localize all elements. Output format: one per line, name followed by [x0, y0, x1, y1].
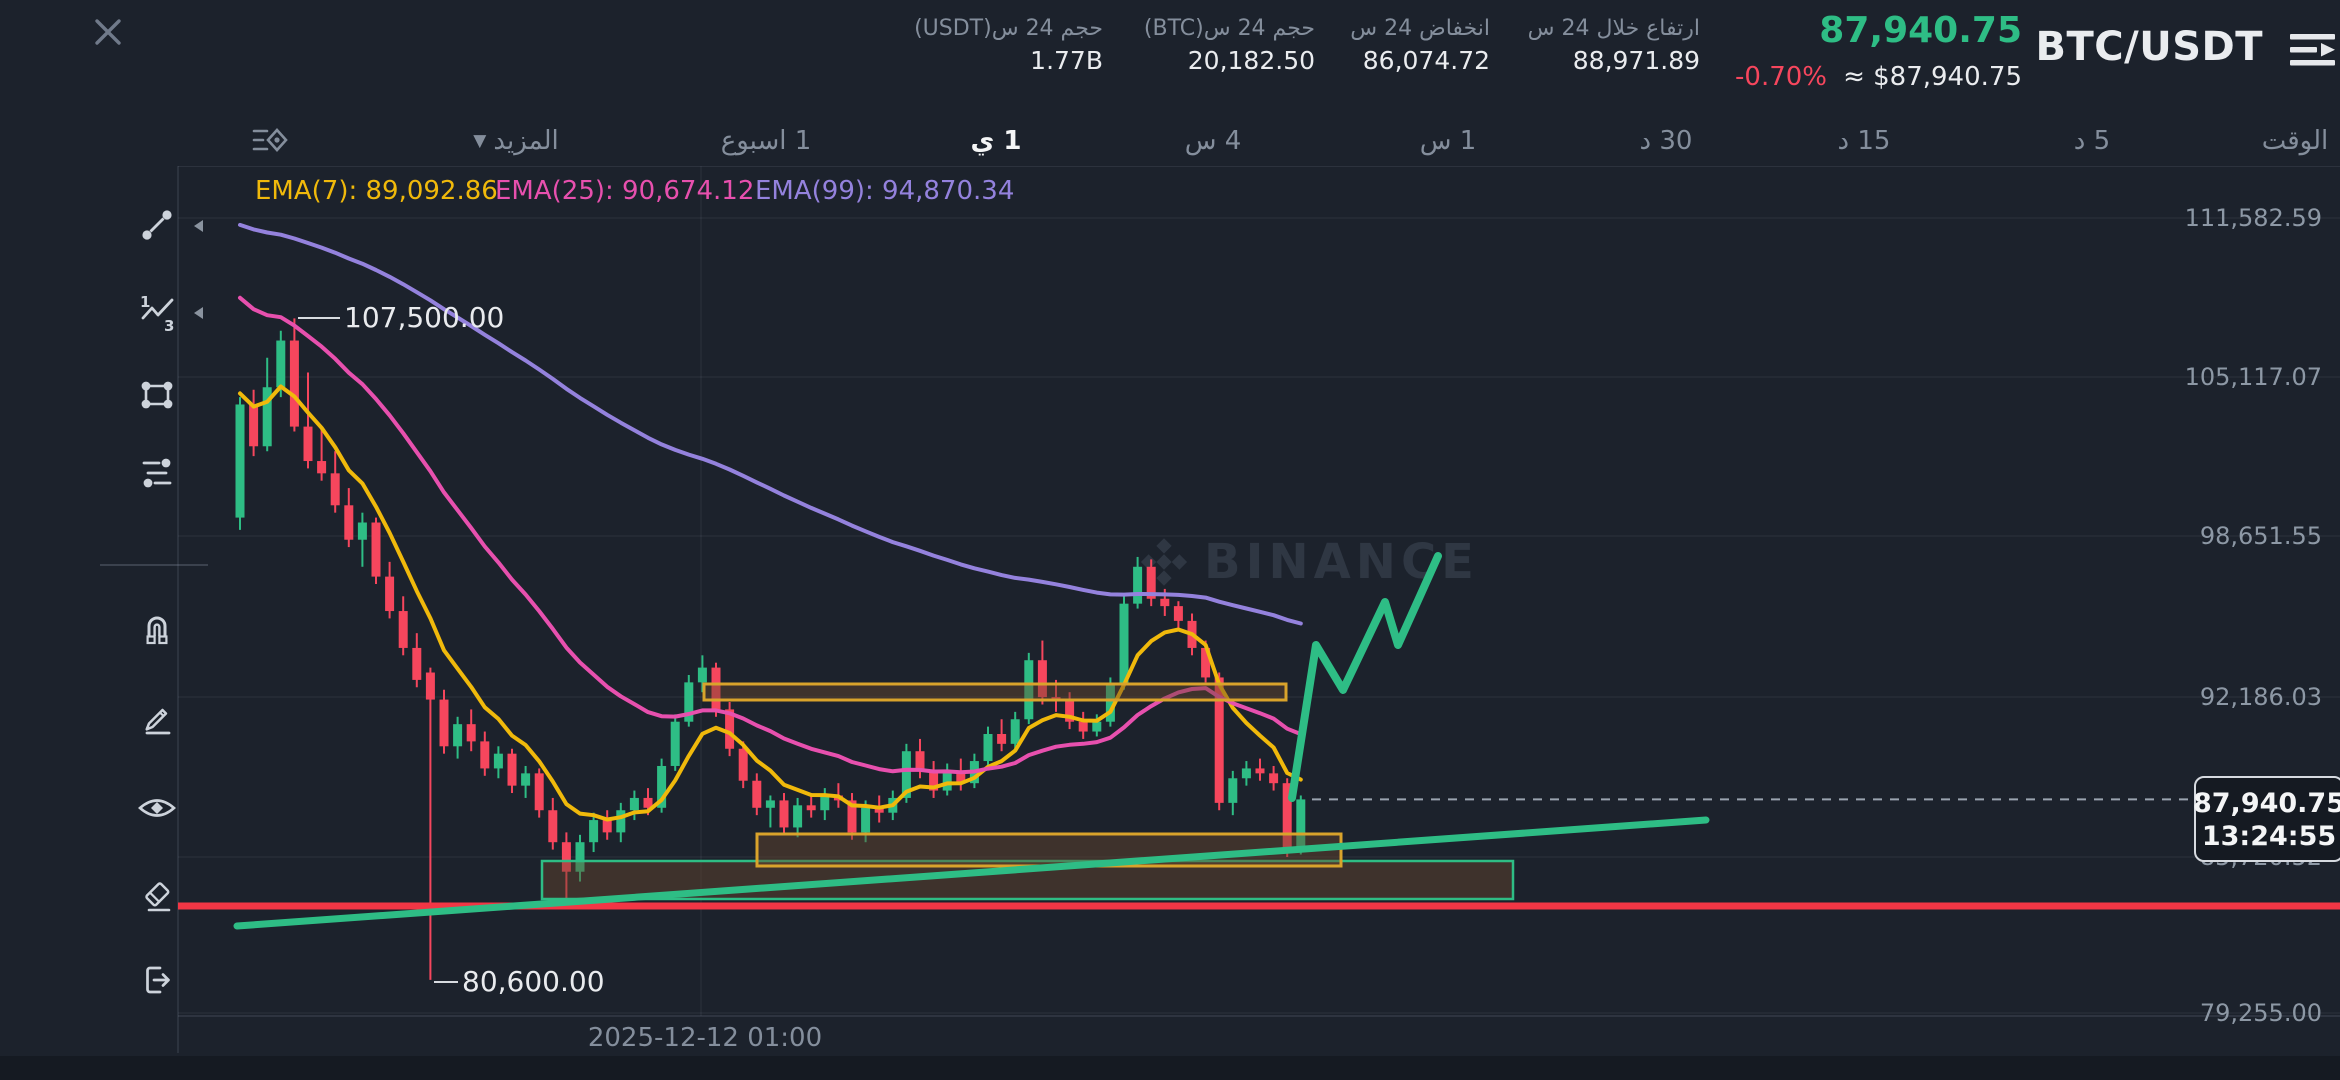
close-icon[interactable]	[90, 14, 126, 50]
stat-label: حجم 24 س(BTC)	[1143, 16, 1315, 41]
fib-tool-icon[interactable]	[139, 455, 175, 491]
timeframe-tab[interactable]: 4 س	[1184, 126, 1242, 156]
binance-logo-icon	[1140, 538, 1188, 586]
stat-value: 86,074.72	[1362, 46, 1490, 75]
ema-legend-item: EMA(25): 90,674.12	[495, 176, 755, 206]
pair-switch-icon[interactable]	[2288, 30, 2338, 70]
y-axis-label: 111,582.59	[2184, 204, 2322, 232]
page-title: BTC/USDT	[2035, 24, 2263, 70]
stat-label: ارتفاع خلال 24 س	[1527, 16, 1700, 41]
magnet-icon[interactable]	[139, 614, 175, 650]
low-price-callout: 80,600.00	[462, 965, 605, 998]
indicator-settings-icon[interactable]	[250, 120, 290, 160]
y-axis-label: 98,651.55	[2199, 522, 2322, 550]
svg-text:3: 3	[164, 317, 174, 332]
timeframe-tab[interactable]: 15 د	[1837, 126, 1891, 156]
current-price-value: 87,940.75	[2192, 788, 2340, 819]
timeframe-tab[interactable]: 1 اسبوع	[720, 126, 812, 156]
shapes-tool-icon[interactable]	[139, 377, 175, 413]
last-price: 87,940.75	[1819, 10, 2022, 51]
toolbar-divider	[178, 166, 2340, 167]
high-price-callout: 107,500.00	[344, 301, 505, 334]
timeframe-tab[interactable]: 30 د	[1639, 126, 1693, 156]
wave-submenu-caret-icon[interactable]	[192, 306, 204, 320]
stat-column: انخفاض 24 س 86,074.72	[1350, 14, 1490, 78]
y-axis-label: 92,186.03	[2199, 683, 2322, 711]
current-price-time: 13:24:55	[2201, 821, 2337, 852]
timeframe-tab[interactable]: 1 س	[1419, 126, 1477, 156]
pencil-icon[interactable]	[139, 700, 175, 736]
timeframe-tab[interactable]: المزيد▼	[473, 126, 559, 156]
chevron-down-icon: ▼	[473, 131, 487, 151]
trendline-tool-icon[interactable]	[139, 207, 175, 243]
timeframe-tab[interactable]: 5 د	[2073, 126, 2111, 156]
stat-label: حجم 24 س(USDT)	[914, 16, 1103, 41]
export-icon[interactable]	[139, 962, 175, 998]
y-axis-label: 105,117.07	[2184, 363, 2322, 391]
stat-column: ارتفاع خلال 24 س 88,971.89	[1528, 14, 1700, 78]
stat-value: 1.77B	[1030, 46, 1103, 75]
timeframe-tab[interactable]: الوقت	[2261, 126, 2329, 156]
bottom-strip	[0, 1056, 2340, 1080]
eraser-icon[interactable]	[139, 879, 175, 915]
y-axis-label: 79,255.00	[2199, 999, 2322, 1027]
wave-pattern-tool-icon[interactable]: 1 3	[139, 294, 177, 332]
stat-label: انخفاض 24 س	[1350, 16, 1490, 41]
svg-text:1: 1	[140, 294, 150, 311]
change-percent: -0.70%	[1735, 62, 1827, 92]
stat-column: حجم 24 س(USDT) 1.77B	[914, 14, 1103, 78]
x-axis-date-label: 2025-12-12 01:00	[587, 1023, 823, 1053]
ema-legend-item: EMA(99): 94,870.34	[755, 176, 1015, 206]
ema-legend-item: EMA(7): 89,092.86	[255, 176, 498, 206]
trendline-submenu-caret-icon[interactable]	[192, 219, 204, 233]
stat-column: حجم 24 س(BTC) 20,182.50	[1144, 14, 1315, 78]
sidebar-divider	[100, 564, 208, 566]
stat-value: 88,971.89	[1572, 46, 1700, 75]
current-price-tag: 87,940.75 13:24:55	[2192, 776, 2340, 862]
stat-value: 20,182.50	[1187, 46, 1315, 75]
approx-fiat-price: ≈ $87,940.75	[1843, 62, 2022, 92]
eye-icon[interactable]	[137, 792, 177, 824]
timeframe-tab[interactable]: 1 ي	[970, 126, 1022, 156]
